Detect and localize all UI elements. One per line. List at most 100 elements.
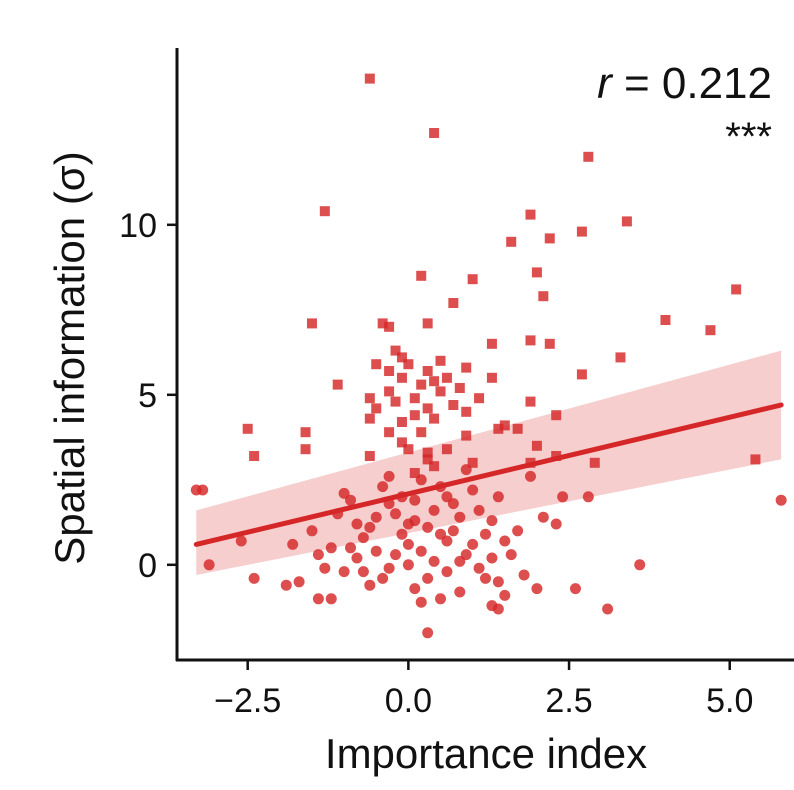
square-point-29: [371, 359, 382, 370]
circle-point-28: [454, 511, 466, 523]
square-point-51: [461, 406, 472, 417]
circle-point-24: [377, 481, 389, 493]
square-point-35: [441, 372, 452, 383]
square-point-42: [435, 386, 446, 397]
circle-point-64: [447, 525, 459, 537]
square-point-80: [409, 468, 420, 478]
r-value: = 0.212: [612, 59, 772, 108]
x-ticks: −2.5 0.0 2.5 5.0: [214, 660, 753, 720]
square-point-41: [384, 386, 395, 397]
square-point-14: [448, 298, 459, 308]
circle-point-63: [402, 538, 414, 550]
circle-point-68: [428, 504, 440, 516]
confidence-band-layer: [196, 350, 782, 575]
regression-line: [193, 402, 784, 547]
square-point-28: [615, 352, 626, 363]
circle-point-2: [775, 494, 787, 506]
circle-point-4: [582, 491, 594, 503]
square-point-39: [486, 372, 497, 383]
circle-point-80: [415, 596, 427, 608]
circle-point-77: [473, 504, 485, 516]
square-point-47: [448, 400, 459, 410]
circle-point-59: [415, 474, 427, 486]
correlation-annotation: r = 0.212: [597, 59, 772, 108]
square-point-48: [525, 396, 536, 407]
circle-point-69: [486, 515, 498, 527]
circle-point-55: [537, 511, 549, 523]
circle-point-8: [203, 559, 215, 571]
circle-point-56: [512, 525, 524, 537]
square-point-43: [364, 393, 375, 404]
circle-point-75: [441, 491, 453, 503]
square-point-22: [544, 338, 555, 349]
circle-point-87: [492, 576, 504, 588]
confidence-band: [196, 350, 782, 575]
circle-point-76: [390, 549, 402, 561]
square-point-34: [576, 369, 587, 380]
circle-point-79: [345, 542, 357, 554]
circle-point-48: [441, 566, 453, 578]
circle-point-54: [435, 593, 447, 605]
y-ticks: 0 5 10: [119, 207, 177, 585]
circle-point-9: [634, 559, 646, 571]
circle-point-86: [435, 528, 447, 540]
circle-point-1: [197, 484, 209, 496]
r-symbol: r: [597, 59, 614, 108]
square-point-37: [416, 379, 427, 390]
square-point-27: [403, 359, 414, 370]
circle-point-41: [351, 552, 363, 564]
square-point-10: [416, 270, 427, 281]
square-point-44: [409, 393, 420, 404]
square-point-3: [319, 206, 330, 217]
square-point-66: [531, 440, 542, 451]
square-point-61: [416, 427, 427, 438]
circle-point-37: [415, 545, 427, 557]
circle-point-89: [409, 494, 421, 506]
x-tick-label-0: −2.5: [214, 682, 281, 720]
circle-point-53: [293, 576, 305, 588]
square-point-20: [705, 325, 716, 336]
x-tick-label-3: 5.0: [706, 682, 753, 720]
circle-point-44: [473, 562, 485, 574]
circle-point-52: [454, 586, 466, 598]
circle-point-42: [402, 559, 414, 571]
square-point-24: [390, 345, 401, 356]
square-point-45: [474, 393, 485, 404]
square-point-11: [467, 274, 478, 285]
circle-point-16: [325, 593, 337, 605]
square-point-68: [403, 444, 414, 455]
square-point-53: [364, 413, 375, 424]
circle-point-33: [396, 528, 408, 540]
circle-point-40: [325, 542, 337, 554]
square-point-18: [422, 318, 433, 329]
square-point-1: [429, 128, 440, 138]
square-point-33: [396, 372, 407, 383]
square-point-79: [750, 454, 761, 465]
circle-point-6: [235, 535, 247, 547]
square-point-5: [621, 216, 632, 227]
square-point-9: [531, 267, 542, 278]
square-point-21: [525, 335, 536, 346]
circle-point-29: [492, 491, 504, 503]
circle-point-15: [312, 593, 324, 605]
square-point-55: [396, 417, 407, 427]
square-point-40: [454, 383, 465, 393]
square-point-72: [249, 451, 260, 461]
square-point-67: [300, 444, 311, 455]
square-point-16: [306, 318, 317, 329]
square-point-59: [300, 427, 311, 438]
circle-point-85: [383, 470, 395, 482]
square-point-49: [371, 403, 382, 414]
points-layer: [190, 73, 787, 639]
square-point-31: [422, 366, 433, 376]
circle-point-65: [505, 549, 517, 561]
x-tick-label-2: 2.5: [545, 682, 592, 720]
square-point-63: [512, 423, 523, 434]
square-point-13: [538, 291, 549, 302]
circle-point-23: [499, 535, 511, 547]
circle-point-3: [557, 491, 569, 503]
y-tick-label-2: 10: [119, 207, 157, 245]
square-point-36: [332, 379, 343, 390]
square-point-58: [242, 423, 253, 434]
significance-stars: ***: [725, 115, 772, 159]
